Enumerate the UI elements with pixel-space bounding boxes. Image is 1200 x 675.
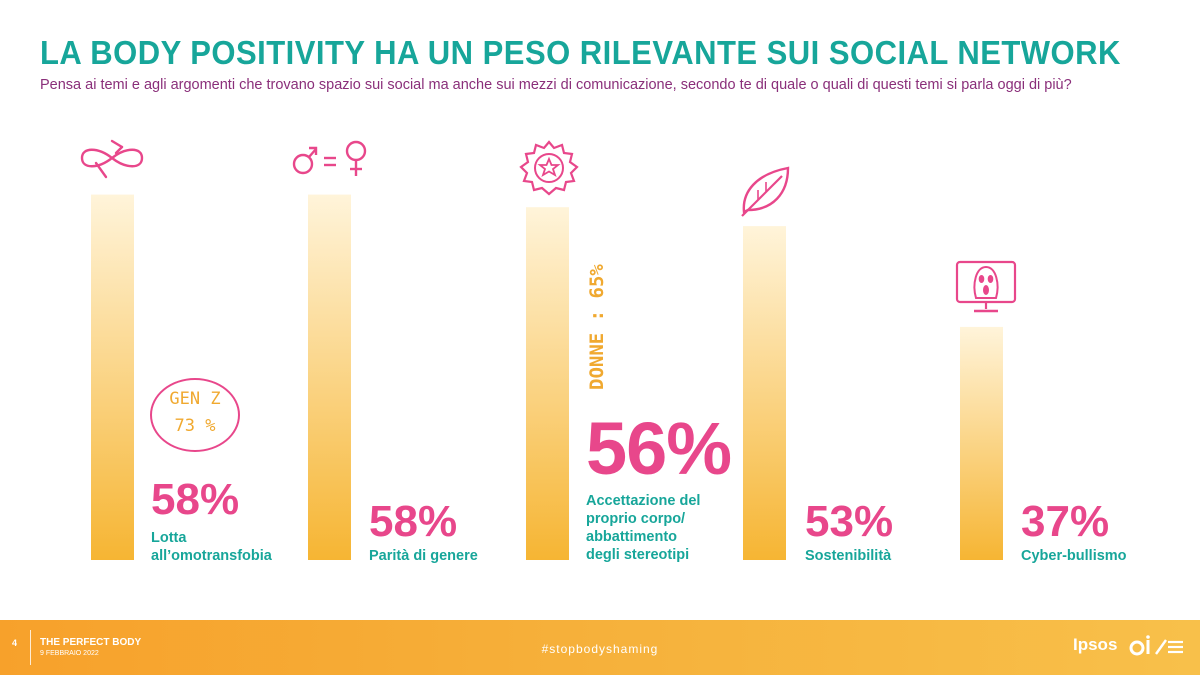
star-badge-icon: [519, 140, 579, 196]
footer-title: THE PERFECT BODY: [40, 637, 142, 648]
category-label-4: Cyber-bullismo: [1021, 547, 1127, 565]
bar-3: [743, 226, 786, 560]
donne-annotation: DONNE : 65%: [586, 264, 608, 390]
value-label-1: 58%: [369, 497, 458, 546]
bar-2: [526, 207, 569, 560]
category-line: all’omotransfobia: [151, 548, 272, 564]
category-line: Cyber-bullismo: [1021, 548, 1127, 564]
category-line: degli stereotipi: [586, 547, 690, 563]
category-label-0: Lotta all’omotransfobia: [151, 529, 272, 565]
cyberbullying-monitor-icon: [955, 260, 1017, 313]
value-label-3: 53%: [805, 497, 894, 546]
footer-hashtag: #stopbodyshaming: [541, 642, 659, 656]
bar-chart: [91, 194, 1003, 560]
partner-logo-icon: [1129, 635, 1183, 656]
slide-subtitle: Pensa ai temi e agli argomenti che trova…: [40, 77, 1072, 93]
category-label-3: Sostenibilità: [805, 547, 891, 565]
value-label-4: 37%: [1021, 497, 1110, 546]
page-number: 4: [12, 638, 18, 648]
infinity-icon: [80, 139, 144, 179]
footer-bar: 4 THE PERFECT BODY 9 FEBBRAIO 2022 #stop…: [0, 620, 1200, 675]
bar-4: [960, 326, 1003, 560]
category-label-2: Accettazione del proprio corpo/ abbattim…: [586, 492, 700, 564]
category-line: Accettazione del: [586, 493, 701, 509]
category-line: Lotta: [151, 530, 187, 546]
category-line: Parità di genere: [369, 548, 478, 564]
value-label-0: 58%: [151, 475, 240, 524]
slide-title: LA BODY POSITIVITY HA UN PESO RILEVANTE …: [40, 34, 1121, 71]
footer-date: 9 FEBBRAIO 2022: [40, 650, 99, 657]
category-line: proprio corpo/: [586, 511, 686, 527]
footer-divider: [30, 630, 31, 665]
gen-z-label: GEN Z: [169, 389, 221, 409]
gen-z-badge: GEN Z 73 %: [150, 378, 240, 452]
gen-z-value: 73 %: [174, 416, 216, 436]
value-label-2: 56%: [586, 407, 732, 490]
ipsos-logo: Ipsos: [1073, 635, 1118, 654]
category-line: Sostenibilità: [805, 548, 892, 564]
category-line: abbattimento: [586, 529, 678, 545]
category-label-1: Parità di genere: [369, 547, 478, 565]
bar-0: [91, 194, 134, 560]
bar-1: [308, 194, 351, 560]
leaf-icon: [741, 166, 790, 217]
gender-equality-icon: [292, 140, 367, 176]
